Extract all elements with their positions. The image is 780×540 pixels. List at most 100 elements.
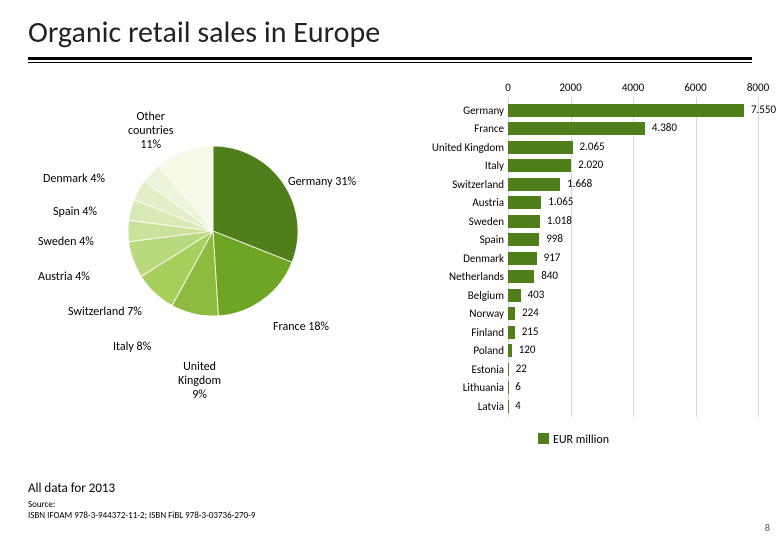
- bar-value-label: 1.668: [567, 177, 592, 190]
- bar-row: Germany7.550: [398, 101, 780, 120]
- bar-track: 1.668: [508, 178, 758, 191]
- bar-fill: [508, 344, 512, 357]
- bar-fill: [508, 159, 571, 172]
- legend-label: EUR million: [553, 433, 609, 447]
- bar-fill: [508, 215, 540, 228]
- bar-track: 2.065: [508, 141, 758, 154]
- bar-row: Italy 2.020: [398, 157, 780, 176]
- pie-slice-label: France 18%: [273, 321, 329, 335]
- bar-category-label: Poland: [398, 344, 508, 357]
- bar-row: Austria 1.065: [398, 194, 780, 213]
- bar-category-label: Germany: [398, 104, 508, 117]
- pie-slice-label: Italy 8%: [113, 341, 151, 355]
- x-axis-tick: 6000: [684, 81, 706, 94]
- bar-track: 6: [508, 381, 758, 394]
- divider-thin: [28, 62, 752, 63]
- bar-category-label: Estonia: [398, 363, 508, 376]
- bar-track: 998: [508, 233, 758, 246]
- bar-track: 120: [508, 344, 758, 357]
- bar-track: 215: [508, 326, 758, 339]
- bar-row: Finland 215: [398, 323, 780, 342]
- bar-track: 2.020: [508, 159, 758, 172]
- bar-value-label: 120: [519, 343, 536, 356]
- bar-x-axis: 02000400060008000: [398, 81, 780, 97]
- bar-category-label: France: [398, 122, 508, 135]
- bar-chart: 02000400060008000 Germany7.550France4.38…: [398, 81, 780, 441]
- bar-value-label: 4: [515, 399, 521, 412]
- bar-track: 403: [508, 289, 758, 302]
- bar-row: United Kingdom 2.065: [398, 138, 780, 157]
- bar-value-label: 22: [516, 362, 527, 375]
- bar-row: Poland 120: [398, 342, 780, 361]
- bar-rows: Germany7.550 France 4.380 United Kingdom 2.0…: [398, 101, 780, 416]
- pie-slice-label: Spain 4%: [53, 206, 97, 220]
- bar-value-label: 6: [515, 380, 521, 393]
- bar-category-label: Austria: [398, 196, 508, 209]
- bar-value-label: 403: [528, 288, 545, 301]
- page-number: 8: [765, 521, 770, 534]
- bar-category-label: Italy: [398, 159, 508, 172]
- bar-value-label: 2.065: [580, 140, 605, 153]
- bar-category-label: Switzerland: [398, 178, 508, 191]
- bar-category-label: Netherlands: [398, 270, 508, 283]
- bar-row: Switzerland 1.668: [398, 175, 780, 194]
- bar-track: 4.380: [508, 122, 758, 135]
- bar-category-label: Belgium: [398, 289, 508, 302]
- bar-legend: EUR million: [538, 433, 609, 447]
- bar-track: 840: [508, 270, 758, 283]
- bar-fill: [508, 326, 515, 339]
- bar-row: Estonia 22: [398, 360, 780, 379]
- bar-value-label: 215: [522, 325, 539, 338]
- bar-row: Netherlands 840: [398, 268, 780, 287]
- bar-fill: [508, 289, 521, 302]
- bar-track: 22: [508, 363, 758, 376]
- bar-row: Spain 998: [398, 231, 780, 250]
- bar-track: 1.065: [508, 196, 758, 209]
- divider-thick: [28, 57, 752, 60]
- bar-track: 224: [508, 307, 758, 320]
- bar-fill: [508, 252, 537, 265]
- bar-fill: [508, 104, 744, 117]
- x-axis-tick: 8000: [747, 81, 769, 94]
- bar-category-label: Finland: [398, 326, 508, 339]
- bar-value-label: 917: [544, 251, 561, 264]
- bar-category-label: United Kingdom: [398, 141, 508, 154]
- bar-value-label: 2.020: [578, 158, 603, 171]
- bar-category-label: Latvia: [398, 400, 508, 413]
- bar-category-label: Sweden: [398, 215, 508, 228]
- bar-fill: [508, 196, 541, 209]
- bar-row: Denmark917: [398, 249, 780, 268]
- bar-row: Norway 224: [398, 305, 780, 324]
- x-axis-tick: 2000: [559, 81, 581, 94]
- bar-row: Sweden 1.018: [398, 212, 780, 231]
- bar-value-label: 1.065: [548, 195, 573, 208]
- bar-category-label: Norway: [398, 307, 508, 320]
- pie-slice-label: Sweden 4%: [38, 236, 94, 250]
- bar-track: 917: [508, 252, 758, 265]
- bar-track: 1.018: [508, 215, 758, 228]
- bar-value-label: 840: [541, 269, 558, 282]
- bar-fill: [508, 270, 534, 283]
- charts-area: Germany 31%France 18%UnitedKingdom9%Ital…: [28, 81, 752, 481]
- bar-value-label: 224: [522, 306, 539, 319]
- bar-fill: [508, 141, 573, 154]
- pie-svg: [128, 146, 298, 316]
- bar-fill: [508, 363, 509, 376]
- bar-row: Lithuania6: [398, 379, 780, 398]
- bar-row: Belgium 403: [398, 286, 780, 305]
- bar-row: France 4.380: [398, 120, 780, 139]
- pie-slice-label: Austria 4%: [38, 271, 90, 285]
- x-axis-tick: 0: [505, 81, 511, 94]
- pie-chart: Germany 31%France 18%UnitedKingdom9%Ital…: [38, 111, 378, 451]
- pie-slice-label: Denmark 4%: [43, 173, 105, 187]
- bar-value-label: 998: [546, 232, 563, 245]
- footer: All data for 2013 Source: ISBN IFOAM 978…: [28, 481, 255, 522]
- bar-value-label: 4.380: [652, 121, 677, 134]
- bar-category-label: Spain: [398, 233, 508, 246]
- bar-value-label: 1.018: [547, 214, 572, 227]
- page-title: Organic retail sales in Europe: [28, 14, 752, 51]
- pie-slice-label: Germany 31%: [288, 176, 356, 190]
- bar-fill: [508, 122, 645, 135]
- bar-track: 4: [508, 400, 758, 413]
- bar-fill: [508, 233, 539, 246]
